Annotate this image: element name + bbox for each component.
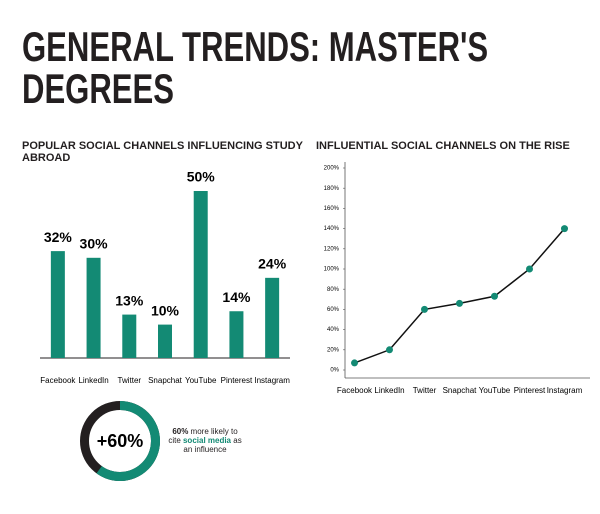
- x-tick-label: Facebook: [40, 376, 76, 385]
- value-label: 30%: [80, 236, 109, 252]
- x-tick-label: YouTube: [185, 376, 217, 385]
- x-tick-label: Pinterest: [514, 386, 546, 395]
- x-tick-label: LinkedIn: [374, 386, 404, 395]
- bar: [122, 314, 137, 358]
- line: [354, 228, 566, 364]
- y-tick-label: 160%: [324, 206, 340, 212]
- point: [561, 225, 568, 233]
- caption-part: 60%: [172, 427, 189, 436]
- bar: [86, 257, 101, 358]
- y-tick-label: 40%: [327, 327, 340, 333]
- donut-arc: [96, 401, 160, 481]
- x-tick-label: Twitter: [118, 376, 142, 385]
- point: [526, 265, 533, 273]
- point: [351, 359, 358, 367]
- chart-title: INFLUENTIAL SOCIAL CHANNELS ON THE RISE: [316, 140, 570, 152]
- caption-part: more likely to cite: [168, 427, 238, 445]
- value-label: 50%: [187, 169, 216, 185]
- y-tick-label: 120%: [324, 246, 340, 252]
- caption-part: social media: [182, 436, 232, 445]
- point: [421, 305, 428, 313]
- x-tick-label: Instagram: [254, 376, 290, 385]
- value-label: 14%: [222, 289, 251, 305]
- y-tick-label: 20%: [327, 347, 340, 353]
- caption-part: as an influence: [183, 436, 242, 454]
- donut-caption: 60% more likely to cite social media as …: [165, 427, 245, 454]
- y-tick-label: 180%: [324, 186, 340, 192]
- y-tick-label: 140%: [324, 226, 340, 232]
- x-tick-label: Snapchat: [443, 386, 478, 395]
- y-tick-label: 200%: [324, 166, 340, 172]
- value-label: 24%: [258, 256, 287, 272]
- point: [456, 299, 463, 307]
- donut-label: +60%: [97, 431, 144, 451]
- bar: [158, 324, 172, 358]
- page-title: GENERAL TRENDS: MASTER'S DEGREES: [22, 23, 489, 112]
- value-label: 10%: [151, 302, 180, 318]
- bar: [193, 191, 208, 358]
- x-tick-label: LinkedIn: [78, 376, 108, 385]
- y-tick-label: 100%: [324, 267, 340, 273]
- x-tick-label: Pinterest: [221, 376, 253, 385]
- x-tick-label: YouTube: [479, 386, 511, 395]
- value-label: 13%: [115, 292, 144, 308]
- value-label: 32%: [44, 229, 73, 245]
- bar: [50, 251, 65, 358]
- bar: [229, 311, 244, 358]
- x-tick-label: Facebook: [337, 386, 373, 395]
- y-tick-label: 0%: [330, 368, 339, 374]
- chart-title: POPULAR SOCIAL CHANNELS INFLUENCING STUD…: [22, 140, 303, 164]
- y-tick-label: 80%: [327, 287, 340, 293]
- bar: [265, 277, 280, 358]
- point: [386, 346, 393, 354]
- x-tick-label: Instagram: [547, 386, 583, 395]
- x-tick-label: Snapchat: [148, 376, 183, 385]
- y-tick-label: 60%: [327, 307, 340, 313]
- x-tick-label: Twitter: [413, 386, 437, 395]
- point: [491, 292, 498, 300]
